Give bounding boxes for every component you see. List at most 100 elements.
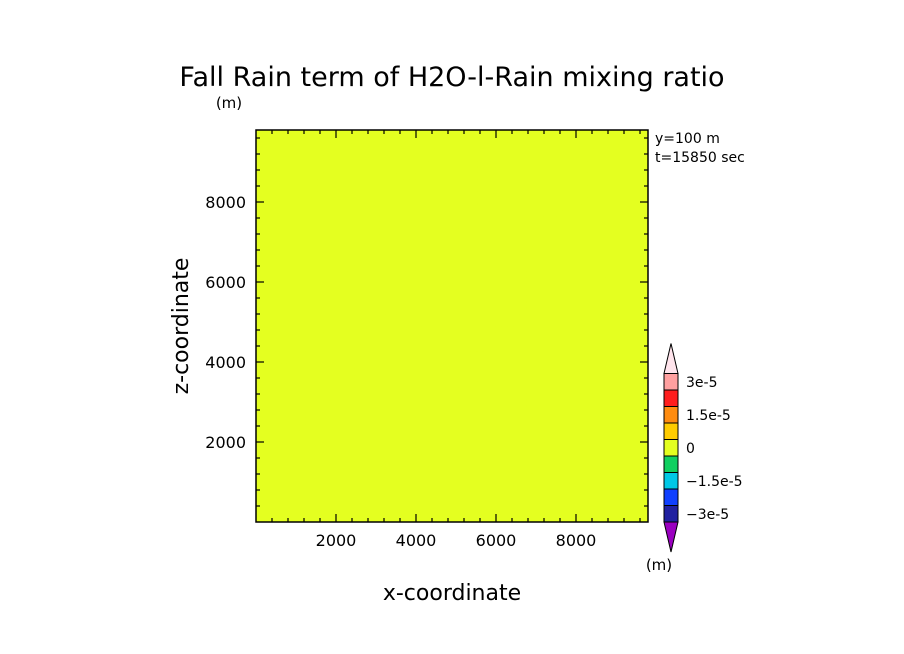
field-cell bbox=[274, 442, 282, 450]
field-cell bbox=[262, 387, 269, 394]
field-cell bbox=[513, 448, 520, 456]
field-cell bbox=[378, 460, 386, 468]
field-cell bbox=[501, 301, 508, 309]
field-cell bbox=[507, 393, 514, 401]
field-cell bbox=[629, 381, 637, 388]
field-cell bbox=[562, 172, 569, 180]
field-cell bbox=[280, 460, 288, 468]
field-cell bbox=[562, 160, 569, 168]
field-cell bbox=[445, 166, 453, 174]
field-cell bbox=[464, 160, 471, 168]
field-cell bbox=[494, 313, 502, 321]
field-cell bbox=[415, 142, 422, 149]
field-cell bbox=[464, 350, 471, 358]
field-cell bbox=[617, 430, 625, 437]
field-cell bbox=[568, 203, 576, 211]
field-cell bbox=[439, 319, 447, 327]
field-cell bbox=[617, 252, 625, 260]
field-cell bbox=[317, 362, 324, 370]
field-cell bbox=[360, 203, 367, 211]
field-cell bbox=[494, 246, 502, 254]
field-cell bbox=[605, 258, 612, 266]
field-cell bbox=[513, 473, 520, 480]
field-cell bbox=[274, 136, 282, 143]
field-cell bbox=[611, 417, 618, 425]
field-cell bbox=[274, 460, 282, 468]
field-cell bbox=[305, 142, 312, 149]
field-cell bbox=[574, 160, 582, 168]
field-cell bbox=[445, 332, 453, 339]
field-cell bbox=[507, 313, 514, 321]
field-cell bbox=[623, 387, 631, 394]
field-cell bbox=[427, 491, 435, 499]
field-cell bbox=[396, 252, 404, 260]
field-cell bbox=[341, 509, 349, 517]
field-cell bbox=[482, 270, 490, 278]
field-cell bbox=[341, 350, 349, 358]
field-cell bbox=[574, 154, 582, 162]
field-cell bbox=[396, 246, 404, 254]
field-cell bbox=[262, 368, 269, 376]
field-cell bbox=[635, 246, 643, 254]
field-cell bbox=[452, 191, 459, 198]
field-cell bbox=[292, 185, 300, 192]
field-cell bbox=[427, 209, 435, 217]
field-cell bbox=[562, 148, 569, 156]
field-cell bbox=[286, 424, 294, 431]
field-cell bbox=[323, 344, 331, 352]
field-cell bbox=[427, 148, 435, 156]
field-cell bbox=[476, 338, 484, 345]
field-cell bbox=[629, 295, 637, 303]
field-cell bbox=[519, 405, 527, 413]
field-cell bbox=[433, 503, 441, 511]
field-cell bbox=[439, 264, 447, 272]
field-cell bbox=[439, 375, 447, 382]
field-cell bbox=[390, 277, 398, 284]
field-cell bbox=[482, 283, 490, 290]
field-cell bbox=[452, 301, 459, 309]
field-cell bbox=[280, 326, 288, 333]
field-cell bbox=[421, 460, 429, 468]
field-cell bbox=[586, 154, 594, 162]
field-cell bbox=[617, 424, 625, 431]
field-cell bbox=[629, 430, 637, 437]
field-cell bbox=[525, 240, 533, 247]
field-cell bbox=[617, 399, 625, 407]
field-cell bbox=[482, 234, 490, 241]
field-cell bbox=[635, 264, 643, 272]
field-cell bbox=[311, 179, 318, 186]
field-cell bbox=[360, 221, 367, 229]
colorbar-box bbox=[663, 373, 679, 391]
field-cell bbox=[390, 448, 398, 456]
field-cell bbox=[531, 154, 539, 162]
field-cell bbox=[531, 166, 539, 174]
field-cell bbox=[347, 221, 355, 229]
field-cell bbox=[311, 399, 318, 407]
field-cell bbox=[445, 258, 453, 266]
field-cell bbox=[396, 424, 404, 431]
field-cell bbox=[623, 246, 631, 254]
field-cell bbox=[280, 454, 288, 462]
field-cell bbox=[403, 473, 410, 480]
field-cell bbox=[464, 283, 471, 290]
field-cell bbox=[280, 313, 288, 321]
field-cell bbox=[311, 338, 318, 345]
field-cell bbox=[586, 136, 594, 143]
field-cell bbox=[378, 448, 386, 456]
field-cell bbox=[323, 350, 331, 358]
field-cell bbox=[501, 252, 508, 260]
field-cell bbox=[452, 509, 459, 517]
field-cell bbox=[262, 148, 269, 156]
field-cell bbox=[372, 234, 380, 241]
field-cell bbox=[488, 436, 496, 443]
field-cell bbox=[280, 289, 288, 296]
field-cell bbox=[507, 295, 514, 303]
field-cell bbox=[537, 172, 545, 180]
field-cell bbox=[488, 136, 496, 143]
field-cell bbox=[556, 185, 563, 192]
field-cell bbox=[574, 356, 582, 364]
field-cell bbox=[274, 319, 282, 327]
field-cell bbox=[445, 172, 453, 180]
field-cell bbox=[470, 179, 478, 186]
